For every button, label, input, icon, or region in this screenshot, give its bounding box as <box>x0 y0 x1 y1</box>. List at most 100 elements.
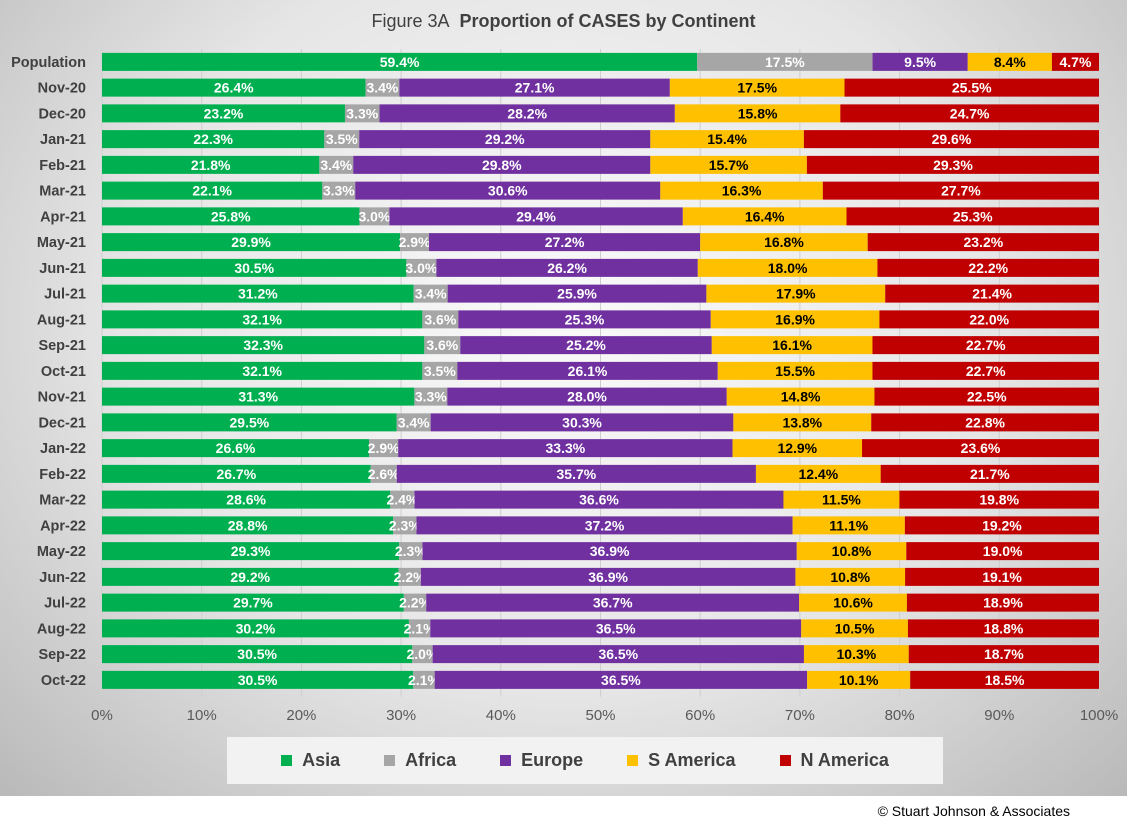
data-label: 9.5% <box>904 54 936 70</box>
bar-segment <box>102 464 371 483</box>
data-label: 18.8% <box>984 620 1024 636</box>
bar-segment <box>413 284 448 303</box>
plot: 0% 10% 20% 30% 40% 50% 60% 70% 80% 90% 100% Populat… <box>11 49 1118 724</box>
legend: Asia Africa Europe S America N America <box>227 737 943 784</box>
bar-segment <box>102 439 370 458</box>
bar-segment <box>432 645 804 664</box>
y-category-label: Dec-21 <box>38 415 86 431</box>
bar-segment <box>319 155 354 174</box>
data-label: 2.0% <box>407 646 439 662</box>
data-label: 3.6% <box>426 337 458 353</box>
data-label: 2.1% <box>404 620 436 636</box>
legend-swatch <box>281 755 293 766</box>
data-label: 11.1% <box>829 517 868 533</box>
bar-segment <box>412 645 433 664</box>
legend-item: Asia <box>281 750 340 771</box>
bar-segment <box>102 78 366 97</box>
data-label: 3.0% <box>358 208 390 224</box>
bar-segment <box>406 258 437 277</box>
x-tick-label: 20% <box>286 707 316 724</box>
x-tick-label: 100% <box>1080 707 1118 724</box>
data-label: 3.5% <box>424 363 456 379</box>
data-label: 29.7% <box>233 595 273 611</box>
data-label: 29.5% <box>230 414 270 430</box>
data-label: 10.5% <box>835 620 875 636</box>
bar-segment <box>413 670 435 689</box>
bar-segment <box>370 464 397 483</box>
bar-segment <box>422 542 797 561</box>
data-label: 30.3% <box>562 414 602 430</box>
bar-segment <box>102 155 320 174</box>
bar-segment <box>906 593 1099 612</box>
bar-segment <box>795 567 906 586</box>
bar-segment <box>399 78 670 97</box>
data-label: 25.3% <box>565 311 605 327</box>
bar-segment <box>403 593 427 612</box>
bar-segment <box>359 130 651 149</box>
y-category-label: Mar-22 <box>39 493 86 509</box>
bar-segment <box>102 645 413 664</box>
data-label: 3.3% <box>415 389 447 405</box>
bar-segment <box>447 387 727 406</box>
data-label: 18.9% <box>983 595 1023 611</box>
y-category-label: Aug-21 <box>37 312 86 328</box>
y-category-label: Nov-20 <box>38 81 86 97</box>
bar-segment <box>379 104 675 123</box>
bar-segment <box>365 78 400 97</box>
y-category-label: Dec-20 <box>38 106 86 122</box>
bar-segment <box>967 52 1052 71</box>
bar-segment <box>102 542 400 561</box>
y-category-label: Jan-21 <box>40 132 86 148</box>
data-label: 30.5% <box>237 646 277 662</box>
data-label: 22.1% <box>192 183 232 199</box>
bar-segment <box>414 387 448 406</box>
bar-segment <box>674 104 841 123</box>
data-label: 16.3% <box>722 183 762 199</box>
bar-segment <box>669 78 845 97</box>
data-label: 10.8% <box>832 543 872 559</box>
legend-label: N America <box>800 750 889 770</box>
bar-segment <box>429 233 701 252</box>
data-label: 36.9% <box>590 543 630 559</box>
y-category-label: Jul-22 <box>44 596 86 612</box>
data-label: 11.5% <box>822 492 861 508</box>
data-label: 18.5% <box>985 672 1025 688</box>
data-label: 3.0% <box>405 260 437 276</box>
legend-item: Europe <box>500 750 583 771</box>
data-label: 3.6% <box>424 311 456 327</box>
bar-segment <box>700 233 868 252</box>
data-label: 16.8% <box>764 234 804 250</box>
x-tick-label: 40% <box>486 707 516 724</box>
x-tick-label: 10% <box>187 707 217 724</box>
data-label: 23.2% <box>963 234 1003 250</box>
bar-segment <box>102 310 423 329</box>
bar-segment <box>400 233 430 252</box>
data-label: 3.4% <box>398 414 430 430</box>
chart-title: Figure 3A Proportion of CASES by Contine… <box>0 11 1127 32</box>
data-label: 2.1% <box>408 672 440 688</box>
y-category-label: Nov-21 <box>38 390 86 406</box>
y-category-label: Apr-21 <box>40 209 86 225</box>
data-label: 15.4% <box>707 131 747 147</box>
y-category-label: Apr-22 <box>40 518 86 534</box>
y-category-label: Jun-22 <box>39 570 86 586</box>
bar-segment <box>717 361 873 380</box>
bar-segment <box>840 104 1099 123</box>
data-label: 29.3% <box>231 543 271 559</box>
bar-segment <box>905 567 1099 586</box>
bar-segment <box>660 181 823 200</box>
data-label: 36.5% <box>598 646 638 662</box>
bar-segment <box>396 464 756 483</box>
data-label: 25.3% <box>953 208 993 224</box>
data-label: 26.1% <box>568 363 608 379</box>
data-label: 22.8% <box>965 414 1005 430</box>
bar-segment <box>799 593 907 612</box>
bar-segment <box>650 155 807 174</box>
bar-segment <box>885 284 1099 303</box>
bar-segment <box>880 464 1099 483</box>
data-label: 28.0% <box>567 389 607 405</box>
legend-swatch <box>500 755 512 766</box>
bar-segment <box>426 593 800 612</box>
data-label: 2.2% <box>394 569 426 585</box>
y-category-label: Jul-21 <box>44 287 86 303</box>
